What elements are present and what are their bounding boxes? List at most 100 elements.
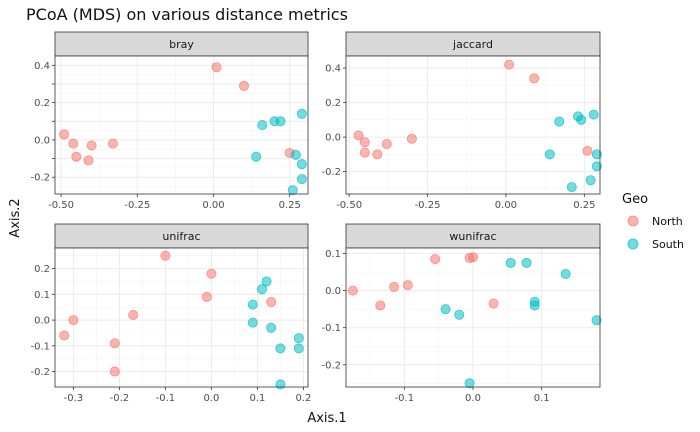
point-south bbox=[454, 309, 465, 320]
y-tick-label: 0.2 bbox=[34, 98, 50, 109]
y-tick-label: 0.0 bbox=[325, 286, 341, 297]
panel-border-bray bbox=[54, 55, 309, 195]
y-tick-label: -0.2 bbox=[30, 173, 50, 184]
point-north bbox=[83, 155, 94, 166]
point-south bbox=[554, 116, 565, 127]
point-south bbox=[560, 268, 571, 279]
strip-bray bbox=[54, 31, 309, 57]
x-tick-label: -0.1 bbox=[395, 393, 415, 404]
x-tick-label: 0.25 bbox=[279, 200, 301, 211]
x-tick-label: -0.25 bbox=[124, 200, 150, 211]
point-south bbox=[566, 182, 577, 193]
point-north bbox=[359, 137, 370, 148]
facet-jaccard: jaccard -0.50 -0.25 0.00 0.25 -0.2 0.0 0.2 0.4 bbox=[321, 31, 602, 211]
point-north bbox=[68, 138, 79, 149]
legend-key-north bbox=[627, 215, 639, 227]
strip-label-wunifrac: wunifrac bbox=[449, 230, 496, 243]
legend: Geo North South bbox=[622, 192, 684, 251]
point-north bbox=[128, 309, 139, 320]
point-north bbox=[107, 138, 118, 149]
point-south bbox=[464, 378, 475, 389]
point-south bbox=[287, 185, 298, 196]
point-south bbox=[261, 276, 272, 287]
facet-bray: bray -0.50 -0.25 0.00 0.25 -0.2 0.0 0.2 0.4 bbox=[30, 31, 309, 211]
point-north bbox=[109, 338, 120, 349]
point-north bbox=[86, 140, 97, 151]
point-south bbox=[296, 159, 307, 170]
x-tick-label: 0.25 bbox=[573, 200, 595, 211]
point-south bbox=[293, 333, 304, 344]
y-tick-label: 0.4 bbox=[325, 64, 341, 75]
point-south bbox=[275, 379, 286, 390]
point-south bbox=[521, 257, 532, 268]
point-north bbox=[381, 138, 392, 149]
point-south bbox=[293, 343, 304, 354]
point-north bbox=[375, 300, 386, 311]
y-tick-label: 0.0 bbox=[34, 316, 50, 327]
point-north bbox=[68, 315, 79, 326]
facet-wunifrac: wunifrac -0.1 0.0 0.1 -0.2 -0.1 0.0 0.1 bbox=[321, 223, 602, 404]
point-south bbox=[544, 149, 555, 160]
y-tick-label: -0.1 bbox=[30, 341, 50, 352]
x-tick-label: -0.50 bbox=[48, 200, 74, 211]
point-south bbox=[251, 151, 262, 162]
x-tick-label: 0.1 bbox=[534, 393, 550, 404]
point-south bbox=[505, 257, 516, 268]
legend-label-north: North bbox=[652, 215, 683, 228]
strip-label-bray: bray bbox=[169, 38, 194, 51]
x-axis-label: Axis.1 bbox=[307, 411, 346, 426]
legend-title: Geo bbox=[622, 192, 648, 207]
strip-unifrac bbox=[54, 223, 309, 249]
point-north bbox=[206, 268, 217, 279]
point-south bbox=[266, 322, 277, 333]
y-tick-label: 0.0 bbox=[34, 135, 50, 146]
point-south bbox=[591, 149, 602, 160]
point-south bbox=[576, 114, 587, 125]
legend-key-south bbox=[627, 238, 639, 250]
point-south bbox=[275, 116, 286, 127]
point-north bbox=[406, 133, 417, 144]
point-south bbox=[275, 343, 286, 354]
point-south bbox=[588, 109, 599, 120]
y-tick-label: 0.0 bbox=[325, 133, 341, 144]
point-south bbox=[296, 174, 307, 185]
facet-unifrac: unifrac -0.3 -0.2 -0.1 0.0 0.1 0.2 -0.2 -0.1 0.0 0… bbox=[30, 223, 311, 404]
y-tick-label: -0.2 bbox=[30, 367, 50, 378]
x-tick-label: -0.1 bbox=[156, 393, 176, 404]
point-north bbox=[430, 254, 441, 265]
point-south bbox=[256, 284, 267, 295]
point-south bbox=[296, 108, 307, 119]
point-north bbox=[211, 62, 222, 73]
y-tick-label: 0.4 bbox=[34, 61, 50, 72]
point-north bbox=[266, 297, 277, 308]
point-south bbox=[257, 120, 268, 131]
y-tick-label: -0.2 bbox=[321, 167, 341, 178]
x-tick-label: 0.00 bbox=[495, 200, 517, 211]
point-north bbox=[347, 285, 358, 296]
point-north bbox=[467, 252, 478, 263]
point-north bbox=[109, 366, 120, 377]
x-tick-label: 0.1 bbox=[249, 393, 265, 404]
y-tick-label: -0.2 bbox=[321, 360, 341, 371]
x-tick-label: -0.50 bbox=[336, 200, 362, 211]
x-tick-label: 0.2 bbox=[295, 393, 311, 404]
point-north bbox=[372, 149, 383, 160]
point-north bbox=[160, 250, 171, 261]
y-axis-label: Axis.2 bbox=[8, 198, 23, 237]
strip-wunifrac bbox=[345, 223, 601, 249]
point-north bbox=[488, 298, 499, 309]
point-north bbox=[359, 147, 370, 158]
facet-panels: bray-0.50 -0.25 0.00 0.25-0.20.00.20.4jacca… bbox=[30, 31, 602, 404]
strip-jaccard bbox=[345, 31, 601, 57]
point-north bbox=[71, 151, 82, 162]
x-tick-label: 0.00 bbox=[202, 200, 224, 211]
point-north bbox=[59, 330, 70, 341]
y-tick-label: 0.1 bbox=[34, 290, 50, 301]
point-south bbox=[247, 317, 258, 328]
chart-title: PCoA (MDS) on various distance metrics bbox=[26, 5, 348, 24]
x-tick-label: 0.0 bbox=[465, 393, 481, 404]
panel-border-unifrac bbox=[54, 247, 309, 388]
point-south bbox=[440, 304, 451, 315]
panel-bg-unifrac bbox=[55, 248, 308, 387]
